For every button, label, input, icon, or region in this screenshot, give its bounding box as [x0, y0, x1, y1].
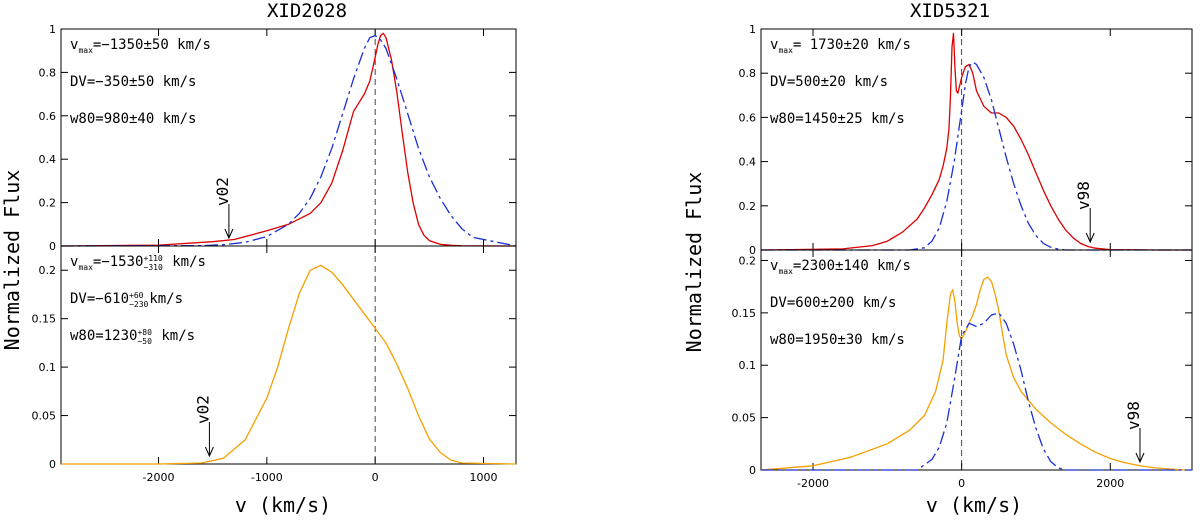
x-tick-label: 2000: [1096, 477, 1124, 490]
subplot-bottom: 0 0.05 0.1 0.15 0.2 -2000 -1000 0 1000 vmax=−1530…: [32, 245, 517, 484]
panel-title: XID2028: [267, 0, 347, 22]
plot-frame: [760, 249, 1193, 471]
annotation-text: w80=980±40 km/s: [70, 111, 196, 127]
annotation-text: DV=−610+60 −230km/s: [70, 291, 183, 309]
marker-label: v98: [1124, 401, 1143, 430]
x-axis-label: v (km/s): [235, 493, 331, 517]
series-line-model: [761, 312, 1192, 471]
y-axis-label-right: Normalized Flux: [682, 172, 706, 353]
panel-xid2028: XID2028 v (km/s) 0 0.2 0.4 0.6 0.8 1 vmax=−135…: [32, 0, 517, 517]
marker-arrow-head: [1085, 232, 1095, 244]
annotation-text: w80=1230+80 −50 km/s: [70, 328, 195, 346]
series-line-observed: [61, 264, 517, 465]
marker-arrow-head: [1135, 452, 1145, 464]
y-tick-label: 0.2: [39, 197, 57, 210]
y-tick-label: 0: [749, 464, 756, 477]
y-tick-label: 0.4: [39, 153, 57, 166]
y-tick-label: 0.6: [39, 110, 57, 123]
x-tick-label: -1000: [251, 471, 283, 484]
y-tick-label: 0: [49, 240, 56, 253]
y-tick-label: 1: [749, 23, 756, 36]
series-line-observed: [760, 32, 1192, 251]
annotation-text: vmax=2300±140 km/s: [770, 258, 911, 276]
marker-arrow-head: [204, 446, 214, 458]
y-tick-label: 0.05: [732, 412, 757, 425]
y-tick-label: 0.2: [739, 254, 757, 267]
y-tick-label: 0.2: [739, 200, 757, 213]
annotation-text: DV=500±20 km/s: [770, 74, 888, 90]
plot-frame: [760, 28, 1193, 251]
marker-label: v98: [1074, 181, 1093, 210]
x-axis-label: v (km/s): [926, 493, 1022, 517]
x-tick-label: -2000: [143, 471, 175, 484]
x-tick-label: 0: [958, 477, 965, 490]
series-line-observed: [60, 32, 517, 247]
subplot-bottom: 0 0.05 0.1 0.15 0.2 -2000 0 2000 vmax=2300±140 k…: [732, 249, 1193, 490]
panel-title: XID5321: [910, 0, 990, 22]
y-tick-label: 0.6: [739, 111, 757, 124]
series-line-model: [60, 34, 517, 247]
marker-label: v02: [213, 177, 232, 206]
marker-label: v02: [193, 395, 212, 424]
y-tick-label: 0.1: [739, 359, 757, 372]
subplot-top: 0 0.2 0.4 0.6 0.8 1 vmax=−1350±50 km/s DV=−350±…: [39, 23, 517, 253]
annotation-text: DV=−350±50 km/s: [70, 74, 196, 90]
series-line-observed: [760, 276, 1185, 471]
annotation-text: DV=600±200 km/s: [770, 295, 896, 311]
annotation-text: w80=1950±30 km/s: [770, 332, 905, 348]
plot-frame: [60, 245, 517, 465]
y-tick-label: 0.8: [39, 66, 57, 79]
series-line-model: [761, 61, 1192, 251]
y-tick-label: 1: [49, 23, 56, 36]
y-axis-label-left: Normalized Flux: [0, 170, 24, 351]
marker-arrow-head: [224, 228, 234, 240]
x-tick-label: -2000: [797, 477, 829, 490]
plot-frame: [60, 28, 517, 247]
y-tick-label: 0.05: [32, 410, 57, 423]
annotation-text: w80=1450±25 km/s: [770, 111, 905, 127]
y-tick-label: 0.2: [39, 264, 57, 277]
y-tick-label: 0.1: [39, 361, 57, 374]
y-tick-label: 0: [749, 244, 756, 257]
y-tick-label: 0: [49, 458, 56, 471]
x-tick-label: 1000: [470, 471, 498, 484]
x-tick-label: 0: [372, 471, 379, 484]
annotation-text: vmax=−1350±50 km/s: [70, 37, 211, 55]
annotation-text: vmax= 1730±20 km/s: [770, 37, 911, 55]
y-tick-label: 0.8: [739, 67, 757, 80]
y-tick-label: 0.4: [739, 156, 757, 169]
y-tick-label: 0.15: [32, 313, 57, 326]
y-tick-label: 0.15: [732, 307, 757, 320]
annotation-text: vmax=−1530+110 −310 km/s: [70, 254, 206, 272]
subplot-top: 0 0.2 0.4 0.6 0.8 1 vmax= 1730±20 km/s DV=500±2…: [739, 23, 1193, 257]
